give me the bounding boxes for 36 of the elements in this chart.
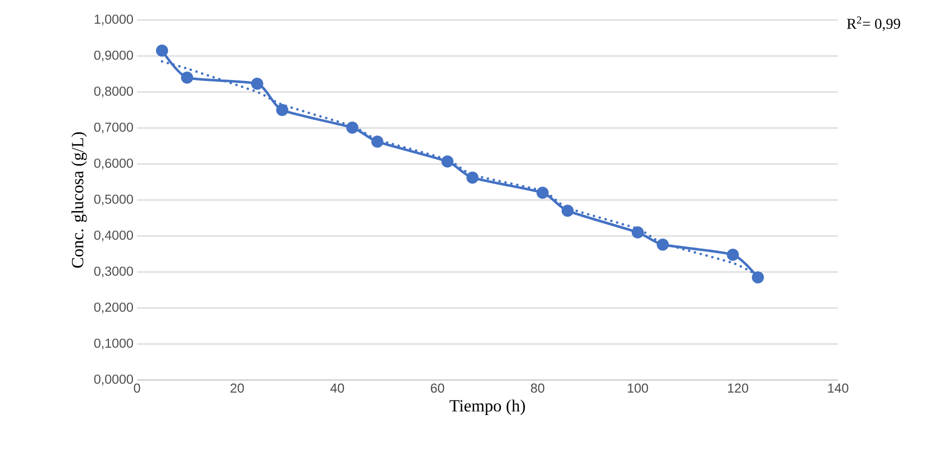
y-tick-label: 0,3000 bbox=[94, 266, 133, 278]
y-tick-label: 0,5000 bbox=[94, 194, 133, 206]
y-tick-label: 0,8000 bbox=[94, 86, 133, 98]
y-tick-label: 0,2000 bbox=[94, 302, 133, 314]
y-tick-label: 0,4000 bbox=[94, 230, 133, 242]
point bbox=[536, 186, 549, 199]
y-tick-label: 0,0000 bbox=[94, 374, 133, 386]
x-tick-label: 40 bbox=[330, 384, 344, 393]
x-tick-label: 120 bbox=[728, 384, 748, 393]
point bbox=[466, 172, 479, 184]
x-tick-label: 80 bbox=[530, 384, 544, 393]
point bbox=[726, 248, 739, 261]
x-tick-label: 140 bbox=[828, 384, 848, 393]
x-tick-label: 100 bbox=[628, 384, 648, 393]
y-tick-label: 0,6000 bbox=[94, 158, 133, 170]
point bbox=[752, 271, 764, 284]
y-tick-label: 0,7000 bbox=[94, 122, 133, 134]
point bbox=[156, 44, 168, 57]
x-tick-label: 60 bbox=[430, 384, 444, 393]
point bbox=[371, 136, 384, 148]
point bbox=[562, 204, 574, 217]
point bbox=[276, 104, 288, 116]
point bbox=[441, 155, 454, 168]
point bbox=[346, 122, 358, 134]
y-tick-label: 1,0000 bbox=[94, 14, 133, 26]
x-tick-label: 0 bbox=[134, 384, 140, 393]
point bbox=[632, 226, 644, 238]
point bbox=[656, 238, 669, 251]
y-tick-label: 0,9000 bbox=[94, 50, 133, 62]
text: R$^{2}$= 0,99 bbox=[846, 16, 900, 32]
x-tick-label: 20 bbox=[230, 384, 244, 393]
point bbox=[181, 72, 194, 84]
point bbox=[251, 78, 264, 90]
x-axis-title: Tiempo (h) bbox=[450, 400, 525, 416]
y-tick-label: 0,1000 bbox=[94, 338, 133, 350]
y-axis-title: Conc. glucosa (g/L) bbox=[71, 132, 87, 268]
